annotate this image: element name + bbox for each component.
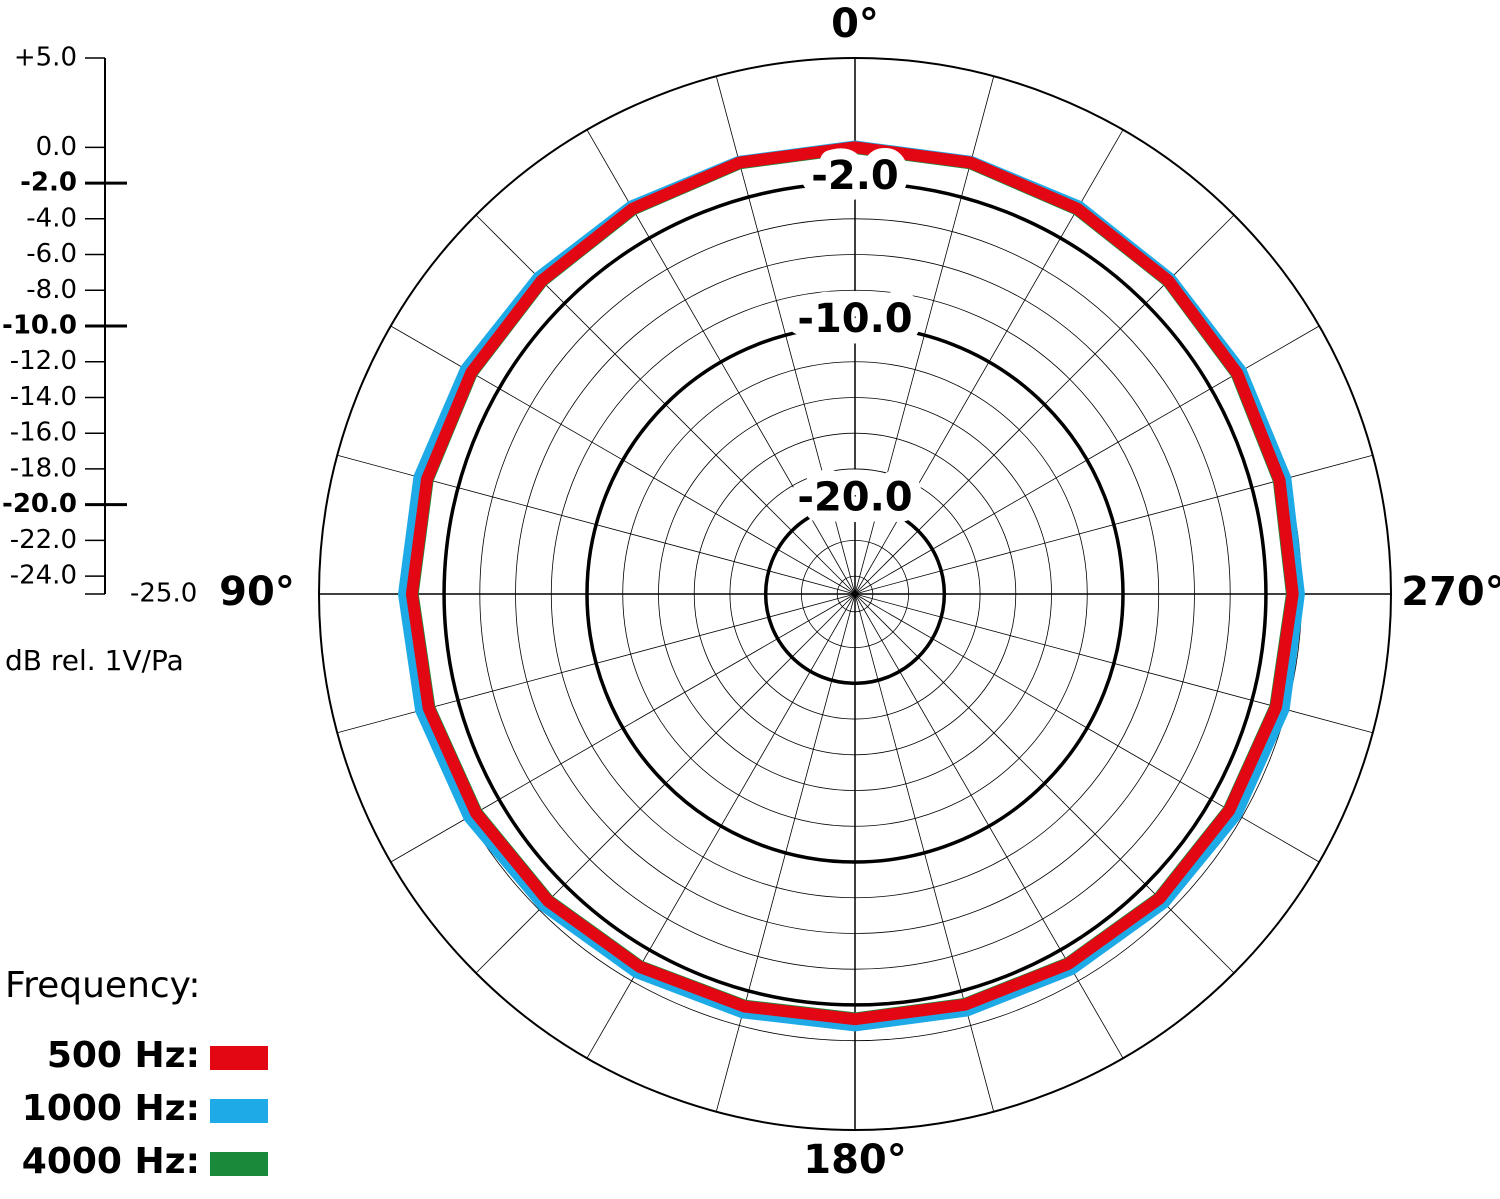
legend-label: 1000 Hz: bbox=[22, 1088, 200, 1129]
y-tick-label: -10.0 bbox=[2, 311, 77, 341]
ring bbox=[442, 181, 1268, 1007]
ring-label: -10.0 bbox=[797, 296, 912, 342]
y-tick-label: -6.0 bbox=[26, 239, 77, 269]
legend-swatch bbox=[210, 1152, 268, 1176]
y-tick-label: -24.0 bbox=[10, 561, 77, 591]
legend-title: Frequency: bbox=[5, 965, 201, 1006]
y-tick-label: -20.0 bbox=[2, 489, 77, 519]
ring-label: -2.0 bbox=[811, 153, 898, 199]
y-tick-label: +5.0 bbox=[14, 43, 77, 73]
ring-label: -20.0 bbox=[797, 475, 912, 521]
angle-label: 180° bbox=[803, 1137, 907, 1183]
y-tick-label: -2.0 bbox=[20, 168, 77, 198]
y-tick-label: -8.0 bbox=[26, 275, 77, 305]
angle-label: 270° bbox=[1401, 569, 1500, 615]
ring bbox=[585, 324, 1125, 864]
legend-swatch bbox=[210, 1046, 268, 1070]
ring bbox=[763, 502, 947, 686]
y-tick-label: -4.0 bbox=[26, 203, 77, 233]
y-tick-label: 0.0 bbox=[36, 132, 77, 162]
y-tick-label: -16.0 bbox=[10, 418, 77, 448]
legend-label: 500 Hz: bbox=[47, 1035, 200, 1076]
axis-unit: dB rel. 1V/Pa bbox=[5, 644, 184, 677]
y-tick-label: -18.0 bbox=[10, 453, 77, 483]
y-tick-label: -22.0 bbox=[10, 525, 77, 555]
angle-label: 0° bbox=[831, 1, 879, 47]
legend-label: 4000 Hz: bbox=[22, 1141, 200, 1182]
legend-swatch bbox=[210, 1099, 268, 1123]
y-tick-label: -25.0 bbox=[130, 579, 197, 609]
series-line bbox=[405, 141, 1299, 1026]
y-tick-label: -12.0 bbox=[10, 346, 77, 376]
angle-label: 90° bbox=[219, 569, 295, 615]
y-tick-label: -14.0 bbox=[10, 382, 77, 412]
